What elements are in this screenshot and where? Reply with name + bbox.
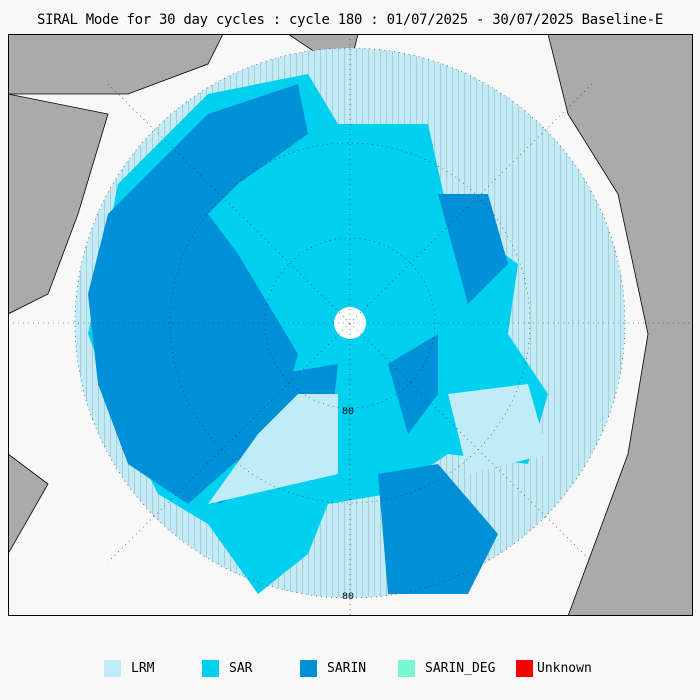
lat-label: 80 <box>342 592 354 603</box>
graticule <box>8 34 693 616</box>
legend-label: SARIN <box>327 661 367 676</box>
legend-item-unknown: Unknown <box>516 660 592 677</box>
legend-swatch <box>516 660 533 677</box>
legend-label: LRM <box>131 661 155 676</box>
legend: LRM SAR SARIN SARIN_DEG Unknown <box>0 660 700 680</box>
legend-item-sar: SAR <box>202 660 252 677</box>
map-title: SIRAL Mode for 30 day cycles : cycle 180… <box>37 12 663 28</box>
legend-item-sarin-deg: SARIN_DEG <box>398 660 495 677</box>
legend-swatch <box>300 660 317 677</box>
mode-regions <box>88 74 548 594</box>
legend-label: SAR <box>229 661 253 676</box>
land-masses <box>8 34 693 616</box>
legend-item-lrm: LRM <box>104 660 154 677</box>
legend-label: SARIN_DEG <box>425 661 496 676</box>
legend-swatch <box>104 660 121 677</box>
lat-label: 80 <box>342 407 354 418</box>
map-frame <box>8 34 693 616</box>
legend-item-sarin: SARIN <box>300 660 366 677</box>
legend-swatch <box>202 660 219 677</box>
polar-map: 80 80 <box>8 34 693 616</box>
legend-swatch <box>398 660 415 677</box>
legend-label: Unknown <box>537 661 592 676</box>
